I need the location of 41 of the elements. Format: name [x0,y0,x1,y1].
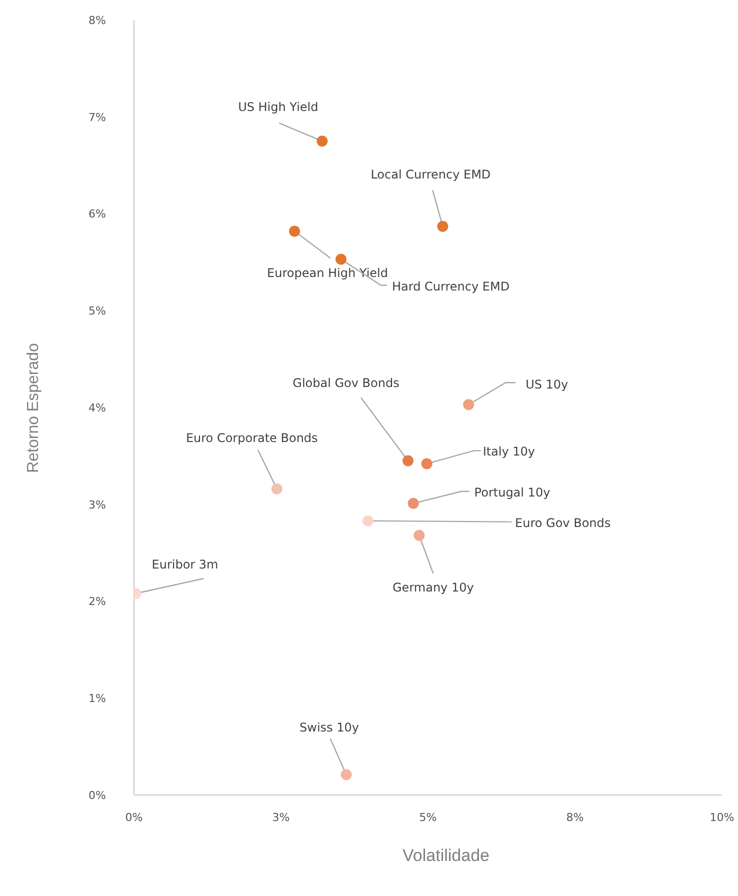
text: European High Yield [267,266,388,280]
x-tick-label: 0% [125,810,143,824]
x-tick-label: 5% [419,810,437,824]
text: Local Currency EMD [370,167,491,182]
y-tick-label: 8% [88,14,106,27]
point [340,769,352,780]
x-axis-title: Volatilidade [402,846,490,866]
text: Portugal 10y [474,485,550,500]
text: Germany 10y [392,580,474,594]
point [316,136,328,147]
x-tick-label: 3% [272,810,290,824]
y-tick-label: 1% [88,692,106,706]
y-tick-label: 0% [88,788,106,802]
x-tick-label: 10% [710,810,734,824]
point [335,254,346,265]
point [271,483,282,494]
point [289,226,300,237]
series-label: Euribor 3m [152,558,218,572]
point [437,220,448,232]
text: Global Gov Bonds [292,376,400,390]
y-tick-label: 2% [88,595,106,608]
text: US 10y [526,378,568,392]
point [362,515,374,526]
point [408,498,419,509]
series-label: US High Yield [238,100,318,114]
text: Swiss 10y [300,720,359,735]
y-tick-label: 7% [88,110,106,124]
text: Hard Currency EMD [392,279,510,294]
y-tick-label: 3% [88,498,106,512]
y-tick-label: 6% [88,208,106,221]
text: Italy 10y [482,444,536,459]
point [414,530,425,541]
x-tick-label: 8% [566,810,584,824]
y-tick-label: 4% [88,401,106,414]
point [421,458,432,470]
y-tick-label: 5% [88,304,106,318]
text: Euro Corporate Bonds [186,430,318,445]
point [463,399,474,410]
y-axis-title: Retorno Esperado [25,343,43,473]
point [402,455,414,466]
text: Euro Gov Bonds [515,516,611,530]
